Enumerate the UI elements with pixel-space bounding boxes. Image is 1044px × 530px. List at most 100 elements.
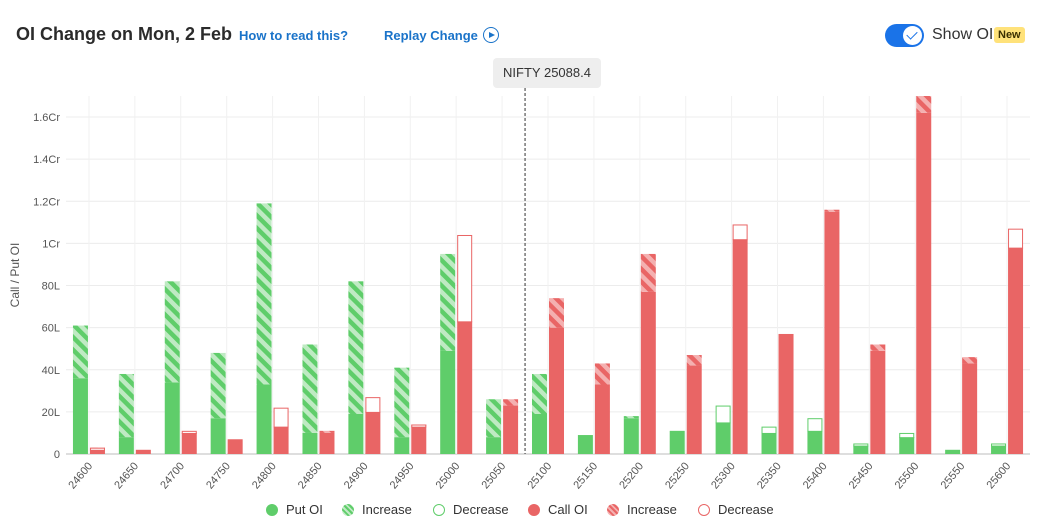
put-increase-bar — [210, 352, 226, 419]
put-oi-bar — [118, 437, 134, 454]
legend-swatch-put-increase — [342, 504, 354, 516]
x-tick-label: 25600 — [984, 460, 1013, 491]
put-oi-bar — [440, 350, 456, 454]
call-oi-bar — [778, 333, 794, 454]
x-tick-label: 25300 — [709, 460, 738, 491]
call-oi-bar — [365, 411, 381, 454]
x-tick-label: 24650 — [112, 460, 141, 491]
put-oi-bar — [715, 422, 731, 454]
call-decrease-bar — [89, 447, 105, 451]
call-oi-bar — [962, 363, 978, 454]
y-tick-label: 1.2Cr — [33, 196, 60, 208]
y-tick-label: 1Cr — [42, 238, 60, 250]
put-decrease-bar — [761, 426, 777, 434]
put-decrease-bar — [807, 418, 823, 432]
legend-label: Put OI — [286, 502, 323, 517]
legend-swatch-call-oi — [528, 504, 540, 516]
put-decrease-bar — [991, 443, 1007, 447]
y-tick-label: 80L — [42, 281, 60, 293]
y-tick-label: 0 — [54, 449, 60, 461]
x-tick-label: 24950 — [388, 460, 417, 491]
call-increase-bar — [916, 96, 932, 113]
y-tick-label: 20L — [42, 407, 60, 419]
call-oi-bar — [89, 449, 105, 454]
x-tick-label: 24800 — [250, 460, 279, 491]
call-decrease-bar — [273, 407, 289, 428]
put-oi-bar — [72, 378, 88, 454]
call-oi-bar — [1008, 247, 1024, 454]
legend-swatch-call-decrease — [698, 504, 710, 516]
spot-price-label: NIFTY 25088.4 — [493, 58, 601, 88]
call-oi-bar — [135, 449, 151, 454]
put-increase-bar — [256, 203, 272, 385]
call-decrease-bar — [181, 430, 197, 434]
call-decrease-bar — [732, 224, 748, 241]
put-increase-bar — [348, 281, 364, 414]
call-increase-bar — [686, 355, 702, 366]
put-oi-bar — [532, 413, 547, 454]
put-oi-bar — [899, 437, 915, 454]
call-oi-bar — [640, 291, 656, 454]
call-oi-bar — [686, 365, 702, 454]
put-oi-bar — [807, 430, 823, 454]
x-tick-label: 25000 — [434, 460, 463, 491]
x-tick-label: 25350 — [755, 460, 784, 491]
call-oi-bar — [411, 426, 427, 454]
x-tick-label: 25400 — [801, 460, 830, 491]
y-tick-label: 40L — [42, 365, 60, 377]
x-tick-label: 25150 — [571, 460, 600, 491]
call-oi-bar — [732, 239, 748, 454]
call-oi-bar — [319, 432, 335, 454]
call-decrease-bar — [457, 234, 473, 323]
legend-swatch-put-oi — [266, 504, 278, 516]
call-oi-bar — [457, 321, 473, 454]
legend-swatch-put-decrease — [433, 504, 445, 516]
show-oi-toggle[interactable] — [885, 24, 924, 47]
call-oi-bar — [870, 350, 886, 454]
oi-change-chart: 0 20L 40L 60L 80L 1Cr 1.2Cr 1.4Cr 1.6Cr Call / Pu… — [8, 88, 1030, 491]
put-oi-bar — [669, 430, 685, 454]
x-tick-label: 24900 — [342, 460, 371, 491]
legend-label: Decrease — [453, 502, 509, 517]
x-tick-label: 24850 — [296, 460, 325, 491]
how-to-read-link[interactable]: How to read this? — [239, 28, 349, 43]
put-oi-bar — [394, 437, 410, 454]
legend-swatch-call-increase — [607, 504, 619, 516]
play-circle-icon[interactable] — [483, 27, 499, 43]
put-oi-bar — [623, 418, 639, 454]
call-increase-bar — [870, 344, 886, 351]
put-oi-bar — [945, 449, 961, 454]
x-tick-label: 25250 — [663, 460, 692, 491]
y-axis-label: Call / Put OI — [8, 243, 22, 308]
put-oi-bar — [210, 418, 226, 454]
put-decrease-bar — [853, 443, 869, 447]
x-tick-label: 25050 — [480, 460, 509, 491]
legend-label: Increase — [627, 502, 677, 517]
call-decrease-bar — [365, 397, 381, 413]
put-oi-bar — [348, 413, 364, 454]
replay-change-link[interactable]: Replay Change — [384, 28, 478, 43]
legend-label: Increase — [362, 502, 412, 517]
new-badge: New — [994, 27, 1025, 43]
call-decrease-bar — [1008, 228, 1024, 249]
call-increase-bar — [640, 253, 656, 292]
put-oi-bar — [853, 445, 869, 454]
call-increase-bar — [503, 399, 519, 406]
put-oi-bar — [256, 384, 272, 454]
put-decrease-bar — [715, 405, 731, 424]
y-tick-label: 60L — [42, 323, 60, 335]
x-tick-label: 25500 — [893, 460, 922, 491]
call-increase-bar — [319, 430, 335, 433]
call-increase-bar — [962, 357, 978, 364]
call-oi-bar — [227, 439, 243, 454]
put-oi-bar — [991, 445, 1007, 454]
call-decrease-bar — [411, 424, 427, 428]
x-tick-label: 24750 — [204, 460, 233, 491]
call-oi-bar — [549, 327, 564, 454]
y-tick-label: 1.6Cr — [33, 112, 60, 124]
put-increase-bar — [302, 344, 318, 433]
y-tick-label: 1.4Cr — [33, 154, 60, 166]
put-oi-bar — [486, 437, 502, 454]
put-oi-bar — [164, 382, 180, 454]
x-tick-label: 25100 — [525, 460, 554, 491]
